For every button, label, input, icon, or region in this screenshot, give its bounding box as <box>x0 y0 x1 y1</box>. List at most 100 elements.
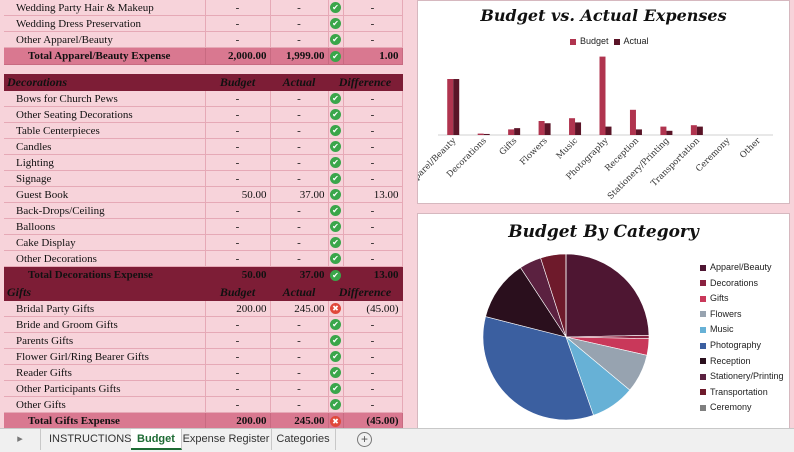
tab-instructions[interactable]: INSTRUCTIONS <box>49 429 132 450</box>
actual-cell[interactable]: - <box>270 317 328 333</box>
status-cell[interactable]: ✖ <box>328 301 343 317</box>
status-cell[interactable]: ✔ <box>328 381 343 397</box>
status-cell[interactable]: ✔ <box>328 349 343 365</box>
budget-cell[interactable]: - <box>205 203 270 219</box>
item-name[interactable]: Table Centerpieces <box>4 123 205 139</box>
item-name[interactable]: Lighting <box>4 155 205 171</box>
header-budget[interactable]: Budget <box>205 74 270 91</box>
budget-cell[interactable]: - <box>205 32 270 48</box>
budget-cell[interactable]: - <box>205 333 270 349</box>
status-cell[interactable]: ✔ <box>328 235 343 251</box>
item-name[interactable]: Balloons <box>4 219 205 235</box>
total-actual[interactable]: 245.00 <box>270 413 328 430</box>
total-actual[interactable]: 1,999.00 <box>270 48 328 65</box>
item-name[interactable]: Other Decorations <box>4 251 205 267</box>
bar-chart-panel[interactable]: Budget vs. Actual Expenses Budget Actual… <box>417 0 790 204</box>
status-cell[interactable]: ✔ <box>328 397 343 413</box>
budget-cell[interactable]: - <box>205 139 270 155</box>
actual-cell[interactable]: - <box>270 203 328 219</box>
total-actual[interactable]: 37.00 <box>270 267 328 284</box>
actual-cell[interactable]: - <box>270 107 328 123</box>
status-cell[interactable]: ✔ <box>328 107 343 123</box>
actual-cell[interactable]: 37.00 <box>270 187 328 203</box>
status-cell[interactable]: ✔ <box>328 139 343 155</box>
budget-cell[interactable]: - <box>205 16 270 32</box>
status-cell[interactable]: ✔ <box>328 0 343 16</box>
add-sheet-icon[interactable]: + <box>357 432 372 447</box>
item-name[interactable]: Bridal Party Gifts <box>4 301 205 317</box>
actual-cell[interactable]: - <box>270 32 328 48</box>
header-name[interactable]: Decorations <box>4 74 205 91</box>
item-name[interactable]: Other Gifts <box>4 397 205 413</box>
status-cell[interactable]: ✔ <box>328 16 343 32</box>
item-name[interactable]: Wedding Party Hair & Makeup <box>4 0 205 16</box>
difference-cell[interactable]: - <box>343 349 402 365</box>
difference-cell[interactable]: - <box>343 235 402 251</box>
budget-cell[interactable]: - <box>205 91 270 107</box>
header-actual[interactable]: Actual <box>270 284 328 301</box>
actual-cell[interactable]: - <box>270 235 328 251</box>
total-budget[interactable]: 200.00 <box>205 413 270 430</box>
header-name[interactable]: Gifts <box>4 284 205 301</box>
actual-cell[interactable]: - <box>270 91 328 107</box>
actual-cell[interactable]: - <box>270 333 328 349</box>
budget-cell[interactable]: - <box>205 251 270 267</box>
actual-cell[interactable]: - <box>270 381 328 397</box>
actual-cell[interactable]: - <box>270 349 328 365</box>
total-label[interactable]: Total Gifts Expense <box>4 413 205 430</box>
actual-cell[interactable]: - <box>270 155 328 171</box>
actual-cell[interactable]: - <box>270 123 328 139</box>
difference-cell[interactable]: - <box>343 365 402 381</box>
actual-cell[interactable]: - <box>270 251 328 267</box>
item-name[interactable]: Candles <box>4 139 205 155</box>
status-cell[interactable]: ✔ <box>328 155 343 171</box>
actual-cell[interactable]: - <box>270 171 328 187</box>
status-cell[interactable]: ✔ <box>328 171 343 187</box>
difference-cell[interactable]: - <box>343 219 402 235</box>
status-cell[interactable]: ✔ <box>328 123 343 139</box>
budget-cell[interactable]: - <box>205 349 270 365</box>
total-difference[interactable]: (45.00) <box>343 413 402 430</box>
item-name[interactable]: Bride and Groom Gifts <box>4 317 205 333</box>
difference-cell[interactable]: - <box>343 16 402 32</box>
status-cell[interactable]: ✔ <box>328 32 343 48</box>
header-budget[interactable]: Budget <box>205 284 270 301</box>
item-name[interactable]: Other Apparel/Beauty <box>4 32 205 48</box>
item-name[interactable]: Signage <box>4 171 205 187</box>
budget-cell[interactable]: - <box>205 155 270 171</box>
actual-cell[interactable]: 245.00 <box>270 301 328 317</box>
item-name[interactable]: Reader Gifts <box>4 365 205 381</box>
item-name[interactable]: Back-Drops/Ceiling <box>4 203 205 219</box>
total-label[interactable]: Total Apparel/Beauty Expense <box>4 48 205 65</box>
actual-cell[interactable]: - <box>270 0 328 16</box>
item-name[interactable]: Flower Girl/Ring Bearer Gifts <box>4 349 205 365</box>
actual-cell[interactable]: - <box>270 365 328 381</box>
difference-cell[interactable]: - <box>343 381 402 397</box>
scroll-tabs-arrow[interactable]: ▸ <box>0 429 41 450</box>
budget-cell[interactable]: 200.00 <box>205 301 270 317</box>
budget-cell[interactable]: - <box>205 365 270 381</box>
actual-cell[interactable]: - <box>270 16 328 32</box>
difference-cell[interactable]: - <box>343 397 402 413</box>
status-cell[interactable]: ✔ <box>328 219 343 235</box>
total-budget[interactable]: 50.00 <box>205 267 270 284</box>
difference-cell[interactable]: - <box>343 317 402 333</box>
budget-cell[interactable]: - <box>205 235 270 251</box>
difference-cell[interactable]: - <box>343 123 402 139</box>
status-cell[interactable]: ✔ <box>328 91 343 107</box>
header-actual[interactable]: Actual <box>270 74 328 91</box>
budget-cell[interactable]: - <box>205 0 270 16</box>
item-name[interactable]: Cake Display <box>4 235 205 251</box>
difference-cell[interactable]: (45.00) <box>343 301 402 317</box>
total-budget[interactable]: 2,000.00 <box>205 48 270 65</box>
item-name[interactable]: Parents Gifts <box>4 333 205 349</box>
difference-cell[interactable]: - <box>343 107 402 123</box>
tab-budget[interactable]: Budget <box>131 429 182 450</box>
actual-cell[interactable]: - <box>270 139 328 155</box>
item-name[interactable]: Other Seating Decorations <box>4 107 205 123</box>
difference-cell[interactable]: - <box>343 91 402 107</box>
status-cell[interactable]: ✔ <box>328 333 343 349</box>
difference-cell[interactable]: - <box>343 0 402 16</box>
status-cell[interactable]: ✔ <box>328 187 343 203</box>
